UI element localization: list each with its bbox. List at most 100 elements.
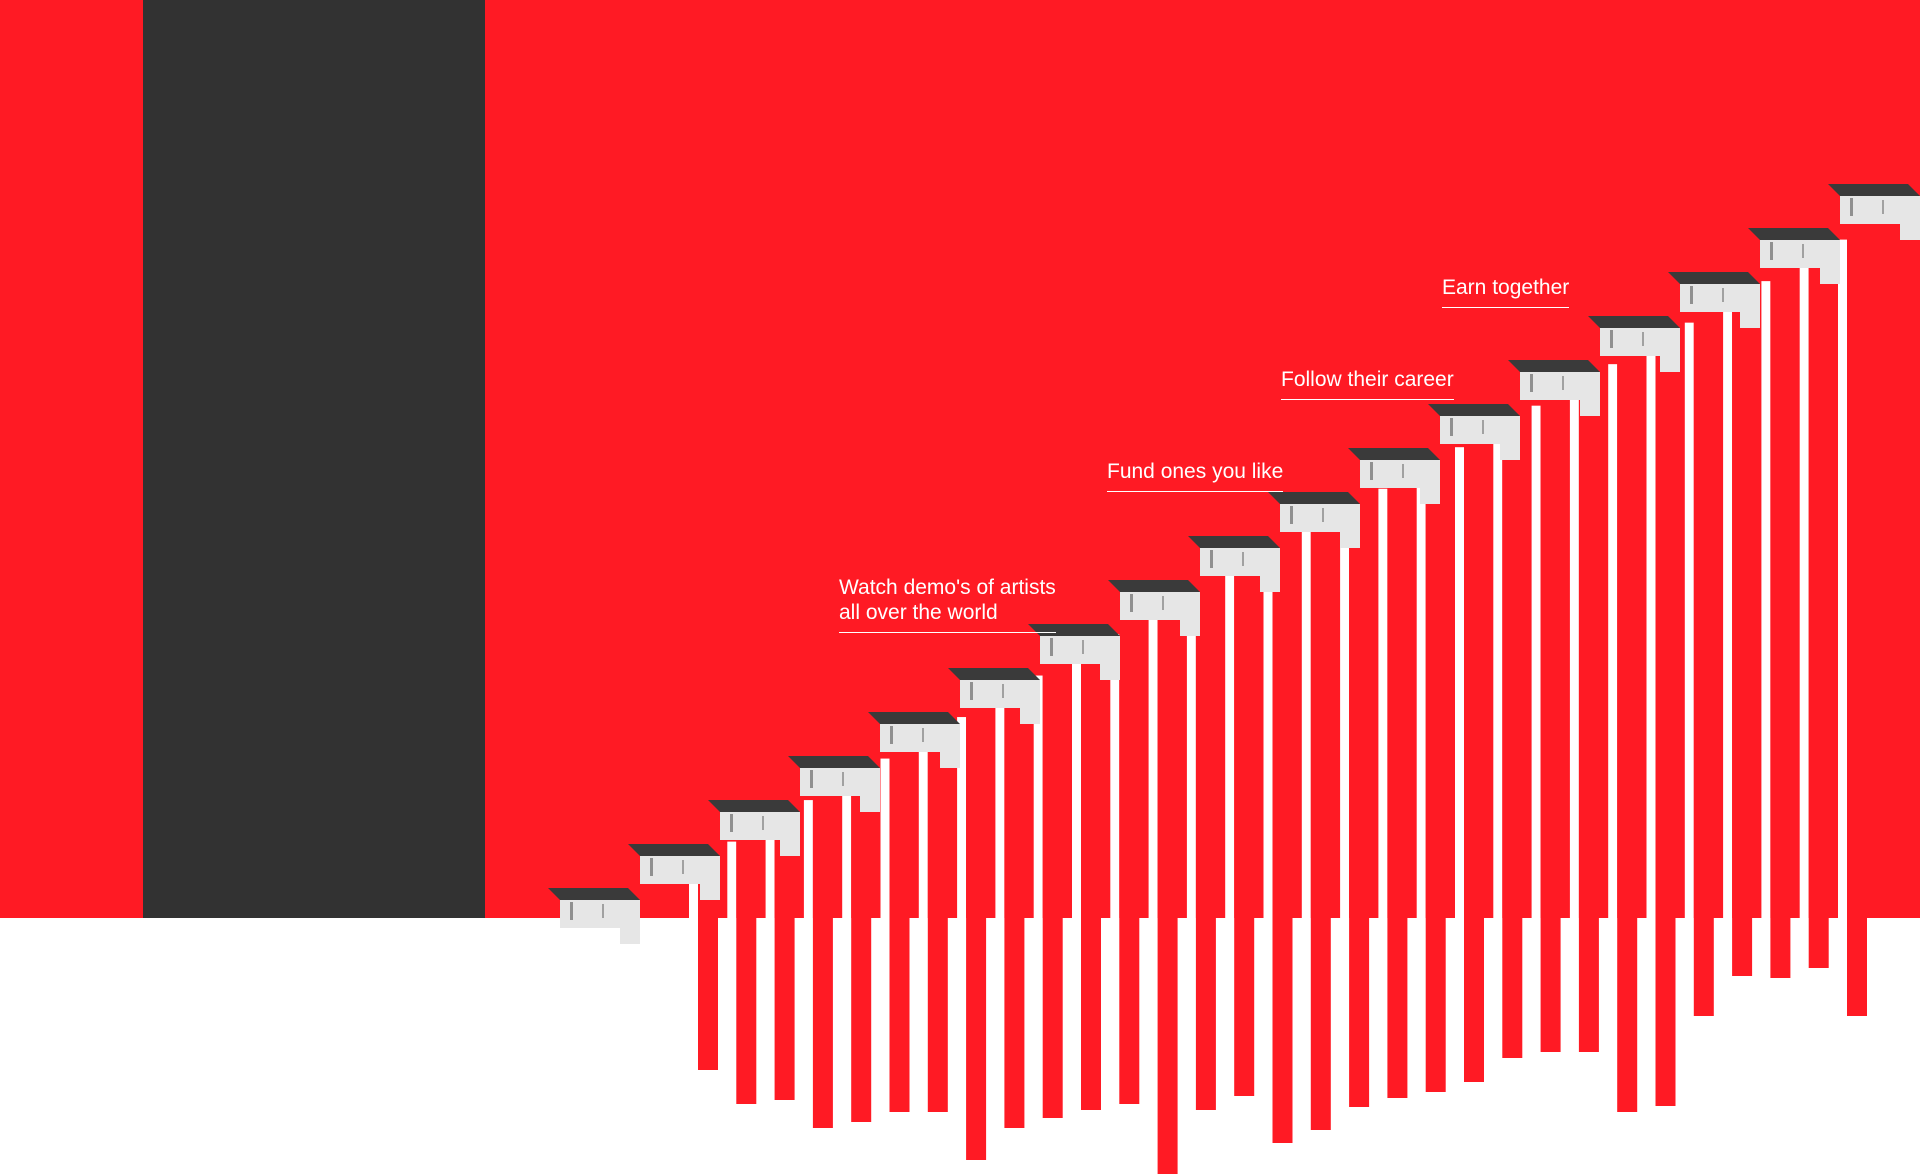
stair-side — [1500, 416, 1520, 460]
stripe-gap — [1684, 322, 1694, 919]
stripe-gap — [1455, 447, 1464, 918]
stair-stain — [1370, 462, 1373, 480]
step-label-fund: Fund ones you like — [1107, 459, 1284, 492]
stair-side — [860, 768, 880, 812]
stair-side — [780, 812, 800, 856]
step-label-line: all over the world — [839, 601, 998, 624]
stair-side — [1180, 592, 1200, 636]
stripe-bar — [1234, 571, 1255, 1096]
stripe-gap — [1033, 675, 1043, 918]
stripe-bar — [1310, 530, 1331, 1130]
stair-stain — [570, 902, 573, 920]
step-label-follow: Follow their career — [1281, 367, 1454, 400]
stair-stain — [1082, 640, 1084, 654]
stair-tread — [1588, 316, 1680, 328]
stair-tread — [548, 888, 640, 900]
stair-stain — [1450, 418, 1453, 436]
stripe-bar — [1195, 592, 1216, 1110]
stripe-gap — [1378, 488, 1388, 918]
stripe-bar — [698, 862, 718, 1070]
stair-tread — [1428, 404, 1520, 416]
stair-side — [940, 724, 960, 768]
stair-stain — [922, 728, 924, 742]
stair-tread — [1828, 184, 1920, 196]
stripe-bar — [1425, 467, 1446, 1093]
stair-tread — [1748, 228, 1840, 240]
stair-side — [1660, 328, 1680, 372]
stair-stain — [1770, 242, 1773, 260]
stair-stain — [1530, 374, 1533, 392]
stripe-bar — [966, 717, 987, 1160]
stripe-bar — [1272, 550, 1293, 1143]
stair-side — [1580, 372, 1600, 416]
stair-side — [1100, 636, 1120, 680]
stair-side — [1020, 680, 1040, 724]
stripe-gap — [803, 800, 813, 918]
stair-stain — [1482, 420, 1484, 434]
stair-tread — [1188, 536, 1280, 548]
dark-column-panel — [143, 0, 485, 918]
stripe-bar — [1081, 654, 1101, 1110]
stripe-gap — [1416, 467, 1426, 918]
stair-stain — [1610, 330, 1613, 348]
stair-stain — [682, 860, 684, 874]
stair-side — [1820, 240, 1840, 284]
stair-stain — [1402, 464, 1404, 478]
stair-stain — [890, 726, 893, 744]
step-label-line: Follow their career — [1281, 368, 1454, 391]
stair-tread — [708, 800, 800, 812]
stripe-bar — [1847, 239, 1867, 1016]
stair-tread — [1508, 360, 1600, 372]
stair-stain — [1050, 638, 1053, 656]
stripe-bar — [1042, 675, 1063, 1118]
stripe-gap — [1148, 613, 1158, 918]
stripe-gap — [1340, 509, 1350, 918]
stripe-gap — [918, 737, 928, 918]
step-label-earn: Earn together — [1442, 275, 1570, 308]
stripe-gap — [1608, 364, 1618, 918]
stripe-gap — [842, 779, 852, 918]
stripe-gap — [957, 717, 967, 918]
stripe-bar — [927, 737, 948, 1112]
stripe-group — [689, 239, 1867, 1174]
stair-stain — [842, 772, 844, 786]
stair-stain — [1722, 288, 1724, 302]
stair-stain — [1850, 198, 1853, 216]
stripe-gap — [880, 758, 890, 918]
stair-stain — [1642, 332, 1644, 346]
stair-stain — [1002, 684, 1004, 698]
stripe-gap — [765, 820, 775, 918]
stripe-bar — [889, 758, 910, 1112]
stripe-bar — [1655, 343, 1676, 1106]
stair-stain — [1210, 550, 1213, 568]
stair-side — [700, 856, 720, 900]
stripe-bar — [1540, 405, 1561, 1052]
stair-tread — [1108, 580, 1200, 592]
stripe-gap — [995, 696, 1005, 918]
stair-tread — [1668, 272, 1760, 284]
stair-stain — [762, 816, 764, 830]
stair-stain — [1802, 244, 1804, 258]
stair-stain — [1130, 594, 1133, 612]
stair-side — [1420, 460, 1440, 504]
stripe-gap — [1646, 343, 1656, 918]
stair-stain — [650, 858, 653, 876]
stripe-bar — [1578, 384, 1599, 1052]
stair-stain — [1162, 596, 1164, 610]
stair-stain — [1690, 286, 1693, 304]
stair-side — [620, 900, 640, 944]
stripe-gap — [1225, 571, 1235, 918]
stair-stain — [970, 682, 973, 700]
stripe-bar — [1693, 322, 1714, 1017]
stripe-gap — [1761, 281, 1771, 919]
stripe-gap — [1301, 530, 1311, 918]
stair-stain — [1562, 376, 1564, 390]
stair-side — [1900, 196, 1920, 240]
stripe-bar — [1770, 281, 1791, 979]
stripe-bar — [1119, 634, 1140, 1104]
stair-side — [1340, 504, 1360, 548]
stripe-bar — [1464, 447, 1484, 1082]
stripe-bar — [1349, 509, 1370, 1108]
stripe-bar — [1808, 260, 1829, 968]
